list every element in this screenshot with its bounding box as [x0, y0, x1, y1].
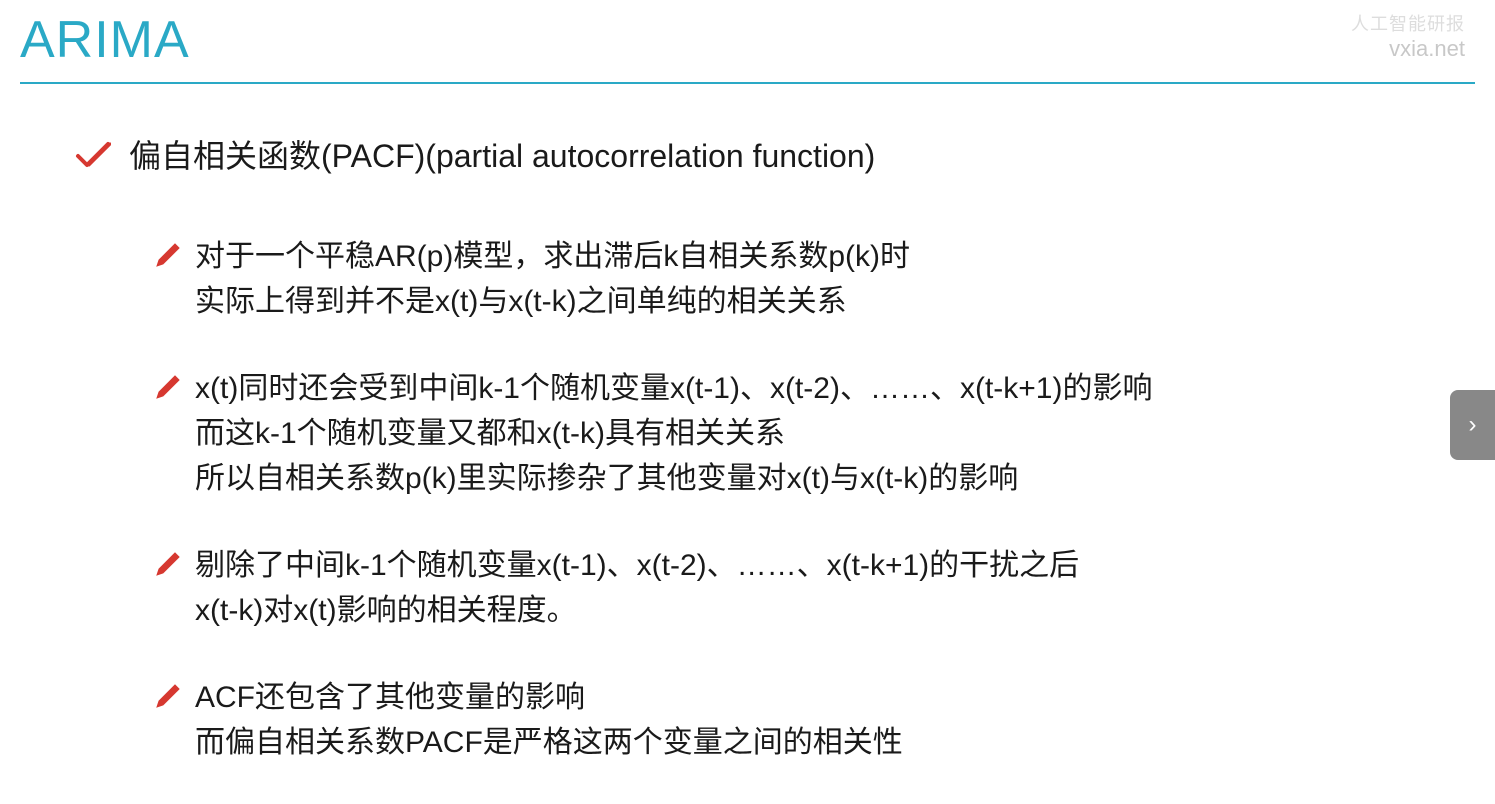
sub-bullet-text: 对于一个平稳AR(p)模型，求出滞后k自相关系数p(k)时 实际上得到并不是x(… [195, 234, 910, 324]
bullet-line: x(t)同时还会受到中间k-1个随机变量x(t-1)、x(t-2)、……、x(t… [195, 366, 1152, 411]
slide-title: ARIMA [20, 10, 1475, 70]
sub-bullet-text: x(t)同时还会受到中间k-1个随机变量x(t-1)、x(t-2)、……、x(t… [195, 366, 1152, 501]
pencil-icon [155, 551, 181, 577]
bullet-line: ACF还包含了其他变量的影响 [195, 675, 903, 720]
pencil-icon [155, 242, 181, 268]
watermark-text-1: 人工智能研报 [1351, 10, 1465, 36]
bullet-line: 剔除了中间k-1个随机变量x(t-1)、x(t-2)、……、x(t-k+1)的干… [195, 543, 1079, 588]
bullet-line: x(t-k)对x(t)影响的相关程度。 [195, 588, 1079, 633]
sub-bullet: 剔除了中间k-1个随机变量x(t-1)、x(t-2)、……、x(t-k+1)的干… [155, 543, 1435, 633]
slide-content: 偏自相关函数(PACF)(partial autocorrelation fun… [0, 84, 1495, 765]
title-divider [20, 82, 1475, 84]
bullet-line: 而偏自相关系数PACF是严格这两个变量之间的相关性 [195, 720, 903, 765]
slide-header: ARIMA 人工智能研报 vxia.net [0, 0, 1495, 84]
bullet-line: 所以自相关系数p(k)里实际掺杂了其他变量对x(t)与x(t-k)的影响 [195, 456, 1152, 501]
watermark: 人工智能研报 vxia.net [1351, 10, 1465, 62]
main-bullet-text: 偏自相关函数(PACF)(partial autocorrelation fun… [129, 134, 875, 179]
check-icon [75, 138, 111, 174]
bullet-line: 对于一个平稳AR(p)模型，求出滞后k自相关系数p(k)时 [195, 234, 910, 279]
watermark-text-2: vxia.net [1351, 36, 1465, 62]
bullet-line: 而这k-1个随机变量又都和x(t-k)具有相关关系 [195, 411, 1152, 456]
bullet-line: 实际上得到并不是x(t)与x(t-k)之间单纯的相关关系 [195, 279, 910, 324]
side-tab-next[interactable]: › [1450, 390, 1495, 460]
sub-bullet: ACF还包含了其他变量的影响 而偏自相关系数PACF是严格这两个变量之间的相关性 [155, 675, 1435, 765]
sub-bullet-text: ACF还包含了其他变量的影响 而偏自相关系数PACF是严格这两个变量之间的相关性 [195, 675, 903, 765]
chevron-right-icon: › [1469, 411, 1477, 439]
sub-bullet: 对于一个平稳AR(p)模型，求出滞后k自相关系数p(k)时 实际上得到并不是x(… [155, 234, 1435, 324]
main-bullet: 偏自相关函数(PACF)(partial autocorrelation fun… [75, 134, 1435, 179]
sub-bullet-text: 剔除了中间k-1个随机变量x(t-1)、x(t-2)、……、x(t-k+1)的干… [195, 543, 1079, 633]
pencil-icon [155, 374, 181, 400]
pencil-icon [155, 683, 181, 709]
sub-bullet: x(t)同时还会受到中间k-1个随机变量x(t-1)、x(t-2)、……、x(t… [155, 366, 1435, 501]
